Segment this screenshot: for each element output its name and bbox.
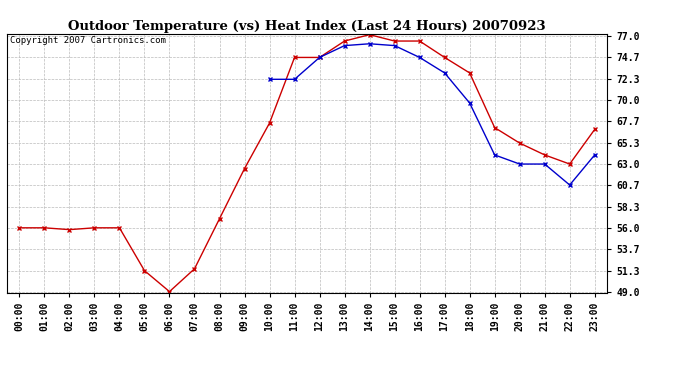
- Heat Index: [290, 77, 299, 81]
- Heat Index: [466, 101, 474, 105]
- Text: Copyright 2007 Cartronics.com: Copyright 2007 Cartronics.com: [10, 36, 166, 45]
- Outdoor Temp: [315, 55, 324, 60]
- Outdoor Temp: [366, 32, 374, 37]
- Heat Index: [266, 77, 274, 81]
- Heat Index: [391, 44, 399, 48]
- Outdoor Temp: [15, 226, 23, 230]
- Outdoor Temp: [115, 226, 124, 230]
- Outdoor Temp: [140, 268, 148, 273]
- Heat Index: [366, 42, 374, 46]
- Heat Index: [515, 162, 524, 166]
- Outdoor Temp: [266, 121, 274, 125]
- Outdoor Temp: [515, 141, 524, 146]
- Heat Index: [540, 162, 549, 166]
- Heat Index: [566, 183, 574, 187]
- Outdoor Temp: [66, 227, 74, 232]
- Heat Index: [440, 70, 449, 75]
- Outdoor Temp: [290, 55, 299, 60]
- Heat Index: [415, 55, 424, 60]
- Heat Index: [340, 44, 348, 48]
- Outdoor Temp: [166, 290, 174, 294]
- Outdoor Temp: [415, 39, 424, 43]
- Outdoor Temp: [40, 226, 48, 230]
- Outdoor Temp: [591, 127, 599, 132]
- Outdoor Temp: [215, 216, 224, 221]
- Outdoor Temp: [466, 70, 474, 75]
- Outdoor Temp: [340, 39, 348, 43]
- Outdoor Temp: [190, 267, 199, 271]
- Heat Index: [591, 153, 599, 157]
- Outdoor Temp: [90, 226, 99, 230]
- Outdoor Temp: [491, 125, 499, 130]
- Outdoor Temp: [240, 166, 248, 171]
- Outdoor Temp: [391, 39, 399, 43]
- Heat Index: [491, 153, 499, 157]
- Title: Outdoor Temperature (vs) Heat Index (Last 24 Hours) 20070923: Outdoor Temperature (vs) Heat Index (Las…: [68, 20, 546, 33]
- Line: Heat Index: Heat Index: [267, 41, 597, 188]
- Line: Outdoor Temp: Outdoor Temp: [17, 32, 597, 294]
- Outdoor Temp: [540, 153, 549, 157]
- Outdoor Temp: [440, 55, 449, 60]
- Outdoor Temp: [566, 162, 574, 166]
- Heat Index: [315, 55, 324, 60]
